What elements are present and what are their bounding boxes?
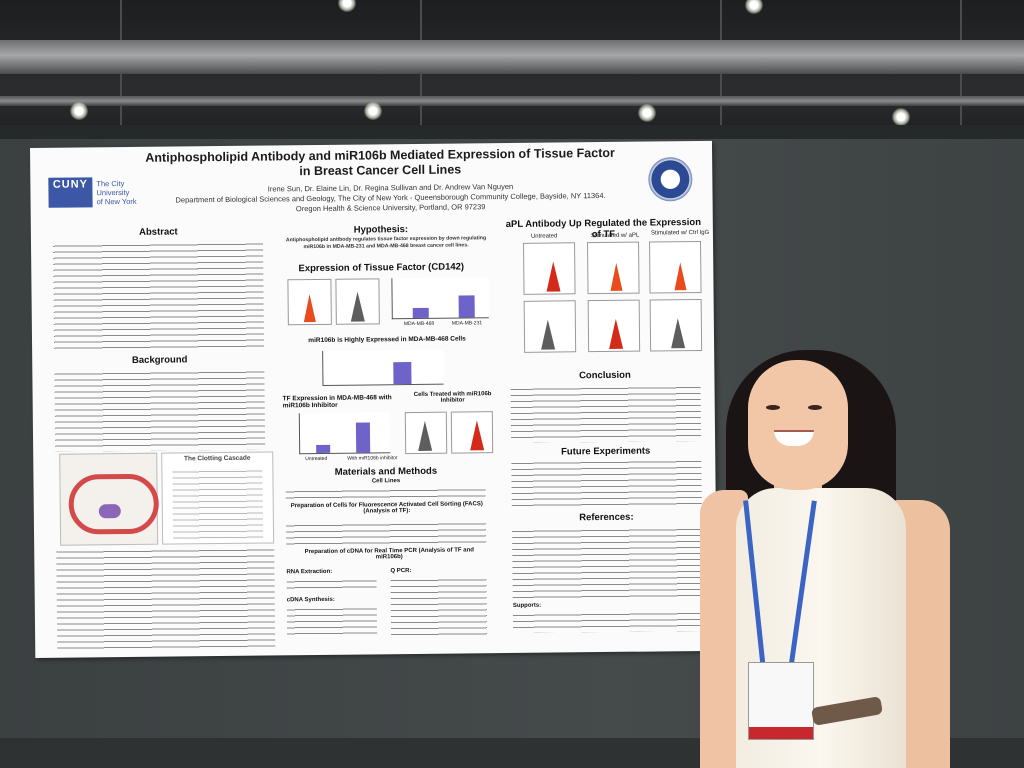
ceiling-pipe <box>0 96 1024 106</box>
facs-body <box>285 521 487 548</box>
conclusion-body <box>510 384 702 443</box>
label-mda-mb-468: MDA-MB-468 <box>403 320 435 328</box>
cell-lines-heading: Cell Lines <box>371 478 401 485</box>
person-eye <box>766 405 780 410</box>
facs-histogram <box>523 242 576 295</box>
histogram-peak <box>670 318 686 349</box>
ceiling-light <box>70 102 88 120</box>
ceiling-light <box>638 104 656 122</box>
materials-heading: Materials and Methods <box>334 465 438 478</box>
ceiling-light <box>745 0 763 14</box>
poster-board-top-edge <box>0 125 1024 139</box>
ceiling-light <box>338 0 356 12</box>
tf-inhibitor-heading: TF Expression in MDA-MB-468 with miR106b… <box>282 394 392 410</box>
ceiling-light <box>892 108 910 126</box>
bar-with-inhibitor <box>355 422 371 453</box>
abstract-body <box>53 241 265 352</box>
person-smile <box>774 430 814 446</box>
bar-mir106b <box>393 362 412 385</box>
background-body <box>54 369 266 452</box>
facs-histogram <box>287 278 332 326</box>
histogram-peak <box>546 261 561 292</box>
histogram-peak <box>350 291 365 322</box>
person-eye <box>808 405 822 410</box>
facs-histogram <box>587 241 640 295</box>
hypothesis-heading: Hypothesis: <box>353 224 409 236</box>
qpcr-heading: Q PCR: <box>390 568 412 575</box>
tf-inhibitor-bar-chart <box>298 412 391 455</box>
facs-histogram <box>523 300 577 353</box>
facs-heading: Preparation of Cells for Fluorescence Ac… <box>290 501 483 515</box>
ceiling-light <box>364 102 382 120</box>
badge-stripe <box>749 727 813 739</box>
cuny-logo: CUNY <box>48 177 93 208</box>
bar-mda-mb-468 <box>412 307 429 319</box>
poster-authors: Irene Sun, Dr. Elaine Lin, Dr. Regina Su… <box>175 181 606 214</box>
histogram-peak <box>417 420 433 451</box>
cuny-logo-caption: The City University of New York <box>96 179 137 207</box>
references-body <box>512 526 703 599</box>
histogram-peak <box>469 420 485 451</box>
ventilation-duct <box>0 40 1024 74</box>
cell-cluster <box>98 504 121 519</box>
supports-body <box>512 610 704 633</box>
label-stimulated-apl: Stimulated w/ aPL <box>590 232 640 240</box>
cdna-synthesis-body <box>286 606 378 638</box>
future-body <box>511 458 702 507</box>
facs-histogram <box>649 240 702 294</box>
research-poster: CUNY The City University of New York Ant… <box>30 140 718 658</box>
cdna-synthesis-heading: cDNA Synthesis: <box>286 596 335 604</box>
bar-untreated <box>316 444 331 454</box>
vessel-diagram <box>59 452 160 546</box>
tf-expression-bar-chart <box>391 277 489 320</box>
supports-heading: Supports: <box>512 602 542 609</box>
hypothesis-text: Antiphospholipid antibody regulates tiss… <box>285 235 487 251</box>
histogram-peak <box>540 319 556 350</box>
mir106b-heading: miR106b is Highly Expressed in MDA-MB-46… <box>308 335 466 345</box>
histogram-peak <box>608 318 624 349</box>
facs-histogram <box>649 298 703 352</box>
rna-extraction-body <box>286 578 377 592</box>
facs-histogram <box>335 278 380 325</box>
label-mda-mb-231: MDA-MB-231 <box>451 320 483 327</box>
rna-extraction-heading: RNA Extraction: <box>286 568 333 576</box>
cdna-heading: Preparation of cDNA for Real Time PCR (A… <box>304 547 474 561</box>
clotting-cascade-diagram: The Clotting Cascade <box>161 451 275 545</box>
label-untreated: Untreated <box>305 455 328 463</box>
label-untreated-col: Untreated <box>530 233 558 240</box>
poster-title: Antiphospholipid Antibody and miR106b Me… <box>145 145 615 179</box>
background-body-continued <box>56 547 276 650</box>
facs-histogram <box>450 411 494 454</box>
future-heading: Future Experiments <box>561 445 651 458</box>
cascade-steps <box>172 468 264 540</box>
cells-treated-heading: Cells Treated with miR106b Inhibitor <box>413 391 492 404</box>
facs-histogram <box>587 299 641 353</box>
histogram-peak <box>674 262 687 291</box>
histogram-peak <box>610 262 623 291</box>
bar-mda-mb-231 <box>458 295 475 318</box>
college-seal <box>648 157 693 202</box>
conclusion-heading: Conclusion <box>578 369 631 382</box>
references-heading: References: <box>579 511 634 524</box>
histogram-peak <box>303 294 316 323</box>
person-face <box>748 360 848 490</box>
facs-histogram <box>404 411 448 455</box>
tf-expression-heading: Expression of Tissue Factor (CD142) <box>298 261 465 275</box>
background-heading: Background <box>131 354 188 366</box>
abstract-heading: Abstract <box>139 226 178 238</box>
label-with-inhibitor: With miR106b inhibitor <box>347 455 398 462</box>
name-badge <box>748 662 814 740</box>
exhibit-hall-ceiling <box>0 0 1024 130</box>
mir106b-bar-chart <box>322 349 444 386</box>
label-stimulated-ctrl: Stimulated w/ Ctrl IgG <box>650 229 710 237</box>
qpcr-body <box>390 577 488 637</box>
